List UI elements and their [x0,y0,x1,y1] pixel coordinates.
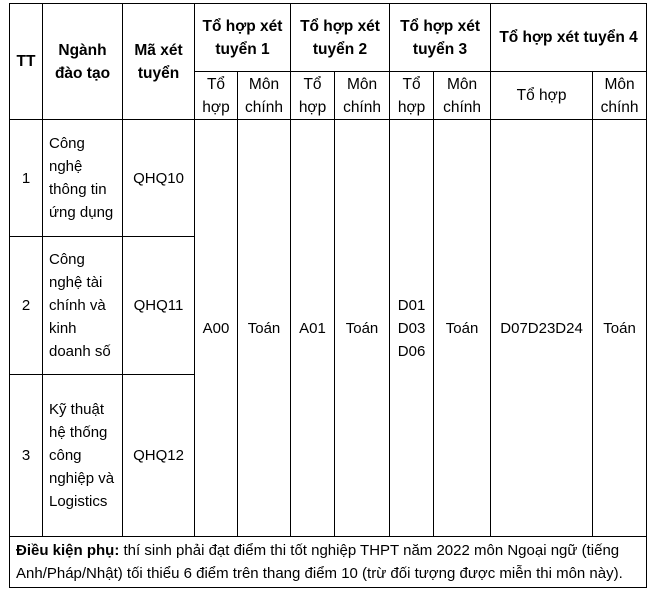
footnote: Điều kiện phụ: thí sinh phải đạt điểm th… [8,536,648,588]
table-row: 2 Công nghệ tài chính và kinh doanh số Q… [9,236,647,375]
header-to-hop: Tổ hợp [194,71,238,120]
g3-to-hop: D01 D03 D06 [389,119,435,537]
footnote-label: Điều kiện phụ: [16,542,120,559]
g2-mon: Toán [334,119,391,537]
row-tt: 3 [9,374,43,537]
row-tt: 1 [9,119,43,237]
row-ma: QHQ10 [122,119,195,237]
g3-combo: D03 [397,319,426,337]
footnote-text: thí sinh phải đạt điểm thi tốt nghiệp TH… [16,542,623,582]
table-row: 3 Kỹ thuật hệ thống công nghiệp và Logis… [9,374,647,537]
header-group-1: Tổ hợp xét tuyển 1 [193,3,292,72]
row-nganh: Kỹ thuật hệ thống công nghiệp và Logisti… [42,374,123,537]
header-group-4: Tổ hợp xét tuyển 4 [490,3,648,72]
g2-to-hop: A01 [290,119,336,537]
g4-to-hop: D07D23D24 [490,119,594,537]
header-to-hop: Tổ hợp [389,71,435,120]
row-nganh: Công nghệ thông tin ứng dụng [42,119,123,237]
header-group-3: Tổ hợp xét tuyển 3 [389,3,492,72]
row-ma: QHQ11 [122,236,195,375]
row-nganh: Công nghệ tài chính và kinh doanh số [42,236,123,375]
header-nganh: Ngành đào tạo [42,3,123,120]
admission-table: TT Ngành đào tạo Mã xét tuyển Tổ hợp xét… [8,3,648,588]
header-group-2: Tổ hợp xét tuyển 2 [290,3,391,72]
header-mon-chinh: Môn chính [236,71,292,120]
g3-combo: D01 [397,296,426,314]
header-tt: TT [9,3,43,120]
g1-mon: Toán [236,119,292,537]
header-to-hop: Tổ hợp [290,71,336,120]
g3-combo: D06 [397,342,426,360]
row-tt: 2 [9,236,43,375]
table-row: 1 Công nghệ thông tin ứng dụng QHQ10 A00… [9,119,648,537]
header-mon-chinh: Môn chính [334,71,391,120]
g1-to-hop: A00 [194,119,238,537]
header-mon-chinh: Môn chính [592,71,648,120]
header-ma: Mã xét tuyển [122,3,195,120]
row-ma: QHQ12 [122,374,195,537]
g4-mon: Toán [592,119,648,537]
g3-mon: Toán [433,119,492,537]
header-to-hop: Tổ hợp [490,71,594,120]
footnote-row: Điều kiện phụ: thí sinh phải đạt điểm th… [8,536,648,588]
header-mon-chinh: Môn chính [433,71,492,120]
